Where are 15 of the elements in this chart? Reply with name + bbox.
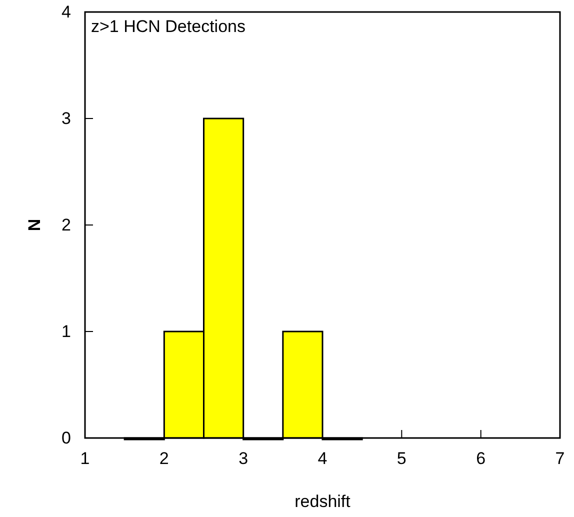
x-tick-label: 2 <box>159 449 169 468</box>
x-tick-label: 3 <box>238 449 248 468</box>
x-axis-title: redshift <box>294 492 351 511</box>
y-tick-label: 0 <box>62 428 71 448</box>
x-tick-label: 4 <box>318 449 328 468</box>
y-axis-title: N <box>25 218 44 232</box>
x-tick-label: 6 <box>476 449 486 468</box>
y-tick-label: 1 <box>62 322 71 341</box>
y-tick-label: 2 <box>62 215 71 234</box>
y-tick-label: 3 <box>62 108 71 128</box>
x-tick-label: 1 <box>80 449 90 468</box>
y-tick-label: 4 <box>62 2 71 22</box>
chart-title: z>1 HCN Detections <box>91 17 246 36</box>
x-tick-label: 7 <box>555 449 565 468</box>
x-tick-label: 5 <box>396 449 406 468</box>
